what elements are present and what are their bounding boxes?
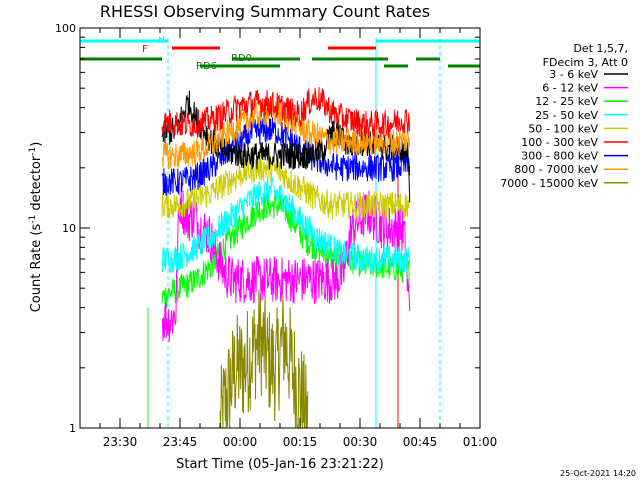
y-tick-label-2: 100 — [55, 22, 76, 35]
f-label: F — [142, 44, 148, 55]
x-axis-label: Start Time (05-Jan-16 23:21:22) — [176, 457, 384, 472]
legend-label-7: 800 - 7000 keV — [514, 163, 598, 176]
legend-label-8: 7000 - 15000 keV — [500, 177, 598, 190]
y-label-exp1: -1 — [28, 215, 38, 224]
series-line-4 — [161, 154, 410, 220]
legend-header-1: Det 1,5,7, — [573, 42, 628, 55]
x-tick-label-4: 00:30 — [343, 435, 378, 449]
x-tick-label-5: 00:45 — [403, 435, 438, 449]
x-tick-label-1: 23:45 — [163, 435, 198, 449]
y-tick-label-1: 10 — [62, 222, 76, 235]
axis-layer: 1 10 100 23:30 23:45 00:00 00:15 00:30 00:45 01:0… — [55, 22, 497, 449]
series-line-8 — [219, 289, 309, 430]
legend-label-4: 50 - 100 keV — [528, 122, 598, 135]
legend-label-5: 100 - 300 keV — [521, 136, 598, 149]
legend-label-3: 25 - 50 keV — [535, 109, 598, 122]
x-tick-label-6: 01:00 — [463, 435, 498, 449]
y-axis-label: Count Rate (s-1 detector-1) — [28, 142, 44, 313]
legend-label-1: 6 - 12 keV — [542, 82, 598, 95]
series-line-5 — [161, 86, 411, 139]
x-tick-label-2: 00:00 — [223, 435, 258, 449]
series-line-1 — [161, 182, 411, 342]
y-tick-label-0: 1 — [69, 422, 76, 435]
rd0-label: RD0 — [231, 53, 252, 64]
series-line-6 — [161, 117, 411, 196]
legend-label-0: 3 - 6 keV — [549, 68, 598, 81]
series-line-7 — [161, 99, 411, 170]
x-tick-label-3: 00:15 — [283, 435, 318, 449]
y-label-exp2: -1 — [28, 147, 38, 156]
chart-title: RHESSI Observing Summary Count Rates — [100, 2, 430, 21]
y-label-main: Count Rate (s — [29, 224, 44, 313]
series-line-3 — [161, 176, 411, 274]
plot-layer: NF RD0 RD6 — [79, 36, 480, 430]
x-tick-label-0: 23:30 — [103, 435, 138, 449]
y-label-mid: detector — [29, 155, 44, 215]
y-label-end: ) — [29, 142, 44, 147]
n-label: N — [158, 36, 165, 46]
legend-header-2: FDecim 3, Att 0 — [543, 56, 628, 69]
footer-date: 25-Oct-2021 14:20 — [560, 469, 636, 478]
rd6-label: RD6 — [196, 61, 217, 72]
legend-label-2: 12 - 25 keV — [535, 95, 598, 108]
legend-label-6: 300 - 800 keV — [521, 150, 598, 163]
